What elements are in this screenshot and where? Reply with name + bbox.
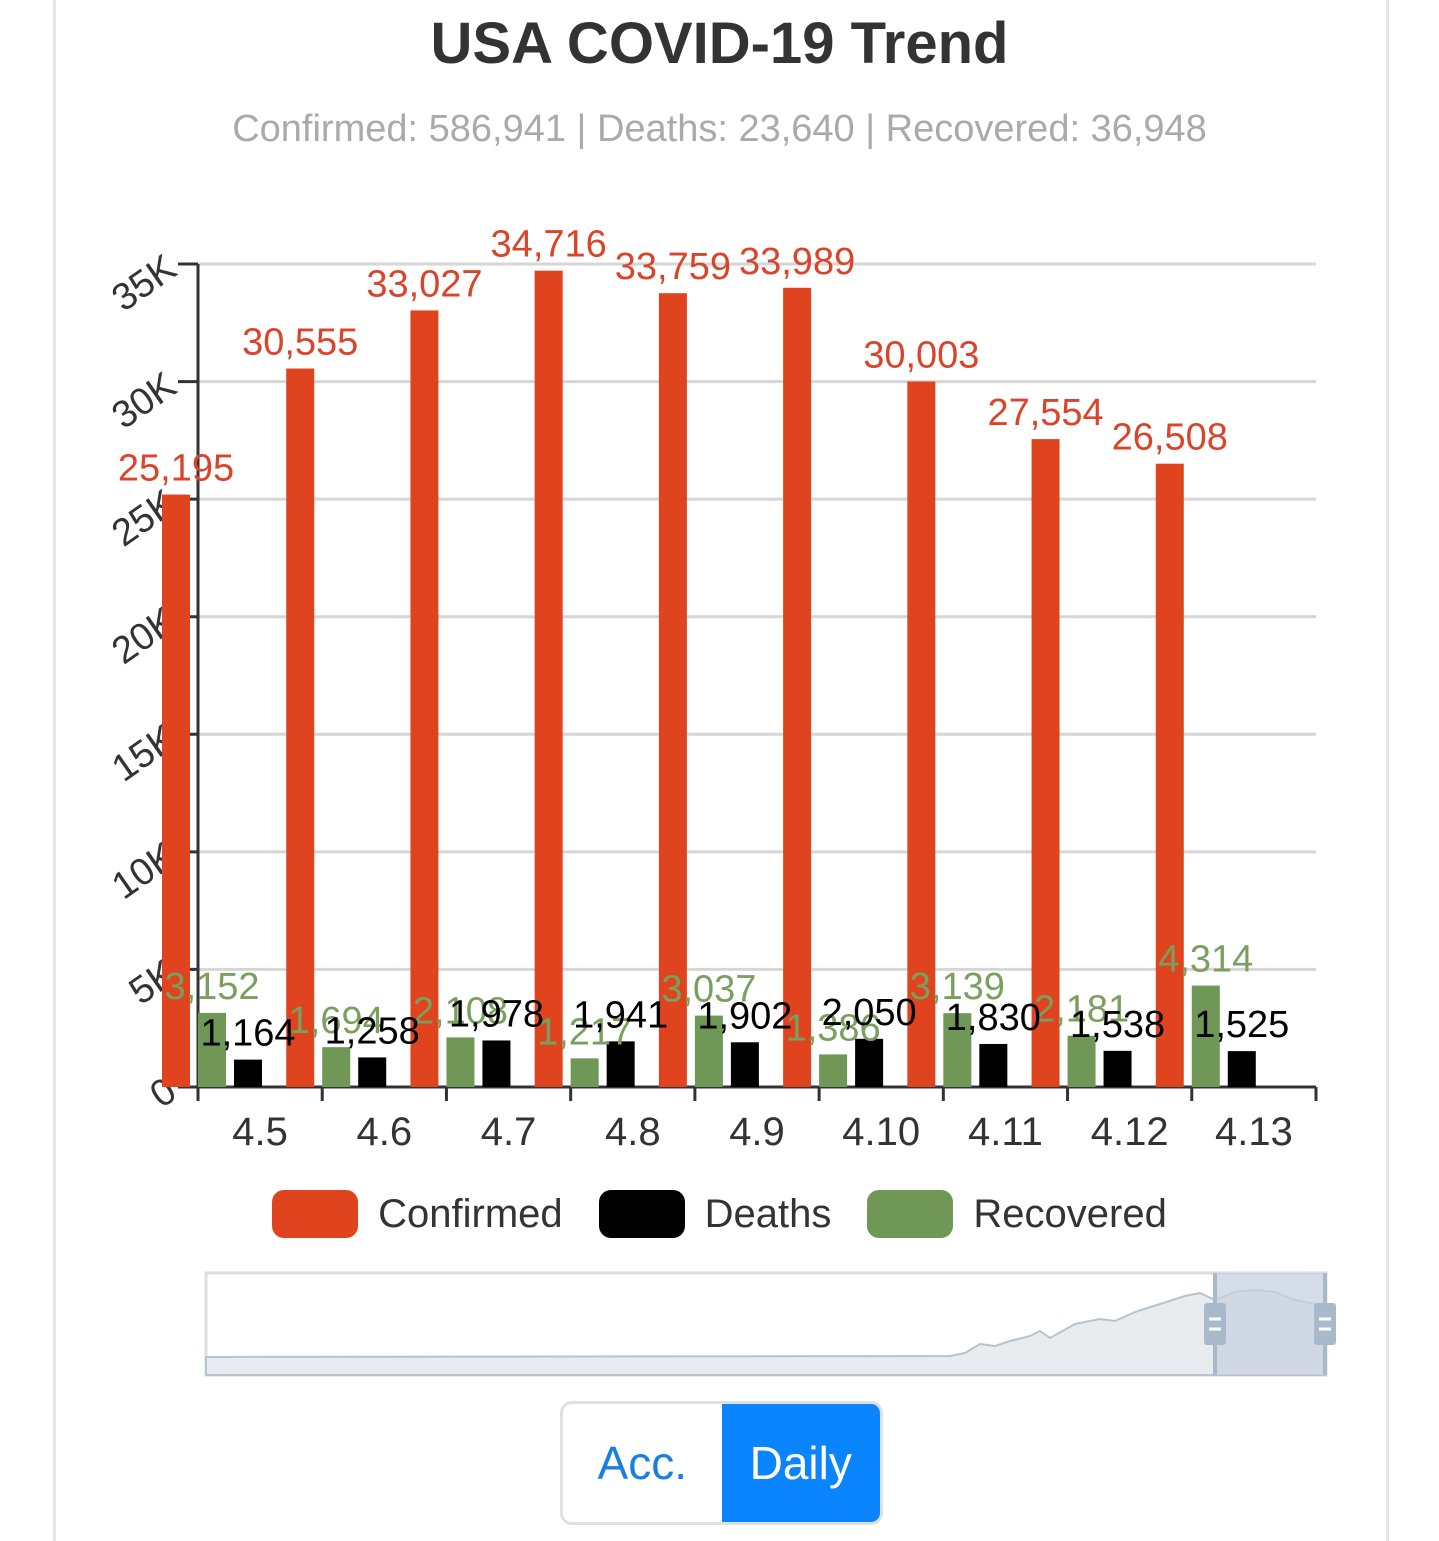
legend-item-deaths[interactable]: Deaths: [598, 1190, 832, 1238]
bar-deaths: [730, 1042, 759, 1087]
chart-subtitle: Confirmed: 586,941 | Deaths: 23,640 | Re…: [232, 108, 1207, 150]
mode-toggle: Acc. Daily: [560, 1401, 883, 1525]
x-tick-label: 4.5: [232, 1110, 288, 1154]
bar-confirmed: [534, 270, 563, 1087]
legend-label-recovered: Recovered: [973, 1191, 1167, 1236]
data-label-recovered: 3,139: [910, 966, 1005, 1008]
bar-confirmed: [658, 293, 687, 1087]
legend-item-recovered[interactable]: Recovered: [867, 1190, 1167, 1238]
data-label-confirmed: 33,989: [739, 241, 855, 283]
data-label-deaths: 1,902: [697, 995, 792, 1037]
data-label-confirmed: 26,508: [1112, 417, 1228, 459]
x-tick-label: 4.6: [357, 1110, 413, 1154]
x-tick-label: 4.10: [842, 1110, 920, 1154]
chart-title: USA COVID-19 Trend: [430, 11, 1009, 76]
data-label-confirmed: 33,759: [615, 246, 731, 288]
legend-label-deaths: Deaths: [704, 1191, 832, 1236]
data-label-deaths: 1,978: [449, 993, 544, 1035]
bar-confirmed: [1155, 463, 1184, 1087]
x-tick-label: 4.12: [1091, 1110, 1169, 1154]
data-label-recovered: 2,108: [413, 990, 508, 1032]
x-tick-label: 4.8: [605, 1110, 661, 1154]
data-label-recovered: 1,694: [289, 1000, 384, 1042]
data-label-recovered: 4,314: [1158, 939, 1253, 981]
data-label-recovered: 3,037: [661, 969, 756, 1011]
legend-swatch-recovered: [867, 1190, 954, 1238]
zoom-handle-right[interactable]: [1314, 1303, 1336, 1345]
bar-recovered: [943, 1013, 972, 1087]
bar-confirmed: [410, 310, 439, 1087]
data-label-deaths: 1,258: [325, 1010, 420, 1052]
data-label-deaths: 1,941: [573, 994, 668, 1036]
data-label-confirmed: 34,716: [491, 224, 607, 266]
data-label-deaths: 1,830: [946, 997, 1041, 1039]
bar-recovered: [322, 1047, 351, 1087]
bar-deaths: [979, 1043, 1008, 1087]
data-label-confirmed: 27,554: [987, 392, 1103, 434]
chart-legend: Confirmed Deaths Recovered: [0, 1190, 1439, 1238]
bar-recovered: [570, 1058, 599, 1087]
data-label-confirmed: 33,027: [366, 263, 482, 305]
bar-confirmed: [783, 287, 812, 1087]
data-label-deaths: 1,525: [1194, 1004, 1289, 1046]
data-label-deaths: 1,538: [1070, 1004, 1165, 1046]
legend-swatch-deaths: [598, 1190, 685, 1238]
bar-recovered: [694, 1015, 723, 1087]
legend-label-confirmed: Confirmed: [378, 1191, 563, 1236]
data-label-recovered: 3,152: [164, 966, 259, 1008]
bar-recovered: [198, 1012, 226, 1087]
card-left-border: [53, 0, 56, 1541]
acc-button[interactable]: Acc.: [563, 1404, 722, 1522]
data-label-recovered: 1,386: [786, 1007, 881, 1049]
data-label-recovered: 2,181: [1034, 989, 1129, 1031]
zoom-track: [204, 1271, 1328, 1377]
bar-recovered: [1191, 985, 1220, 1087]
bar-confirmed: [286, 368, 315, 1087]
bar-deaths: [606, 1041, 635, 1087]
bar-recovered: [1067, 1035, 1096, 1087]
bar-confirmed: [1031, 439, 1060, 1087]
zoom-overview-area: [205, 1288, 1326, 1376]
bar-confirmed: [162, 494, 190, 1087]
bar-deaths: [358, 1057, 387, 1087]
y-tick-label: 30K: [105, 364, 184, 437]
x-tick-label: 4.13: [1215, 1110, 1293, 1154]
zoom-handle-left[interactable]: [1204, 1303, 1226, 1345]
data-label-recovered: 1,217: [537, 1011, 632, 1053]
zoom-window[interactable]: [1215, 1273, 1325, 1375]
data-label-confirmed: 25,195: [118, 448, 234, 490]
x-tick-label: 4.11: [968, 1110, 1043, 1154]
bar-confirmed: [907, 381, 936, 1088]
card-right-border: [1386, 0, 1389, 1541]
data-label-deaths: 2,050: [822, 992, 917, 1034]
x-tick-label: 4.9: [729, 1110, 785, 1154]
daily-button[interactable]: Daily: [721, 1404, 880, 1522]
x-tick-label: 4.7: [481, 1110, 537, 1154]
bar-deaths: [1103, 1050, 1132, 1087]
legend-swatch-confirmed: [272, 1190, 359, 1238]
bar-recovered: [819, 1054, 848, 1087]
bar-deaths: [1227, 1051, 1256, 1087]
data-label-deaths: 1,164: [200, 1013, 295, 1055]
bar-recovered: [446, 1037, 475, 1087]
y-tick-label: 35K: [105, 247, 184, 320]
bar-deaths: [482, 1040, 511, 1087]
bar-deaths: [855, 1038, 884, 1087]
data-label-confirmed: 30,555: [242, 322, 358, 364]
bar-deaths: [234, 1059, 262, 1087]
legend-item-confirmed[interactable]: Confirmed: [272, 1190, 563, 1238]
data-label-confirmed: 30,003: [863, 335, 979, 377]
